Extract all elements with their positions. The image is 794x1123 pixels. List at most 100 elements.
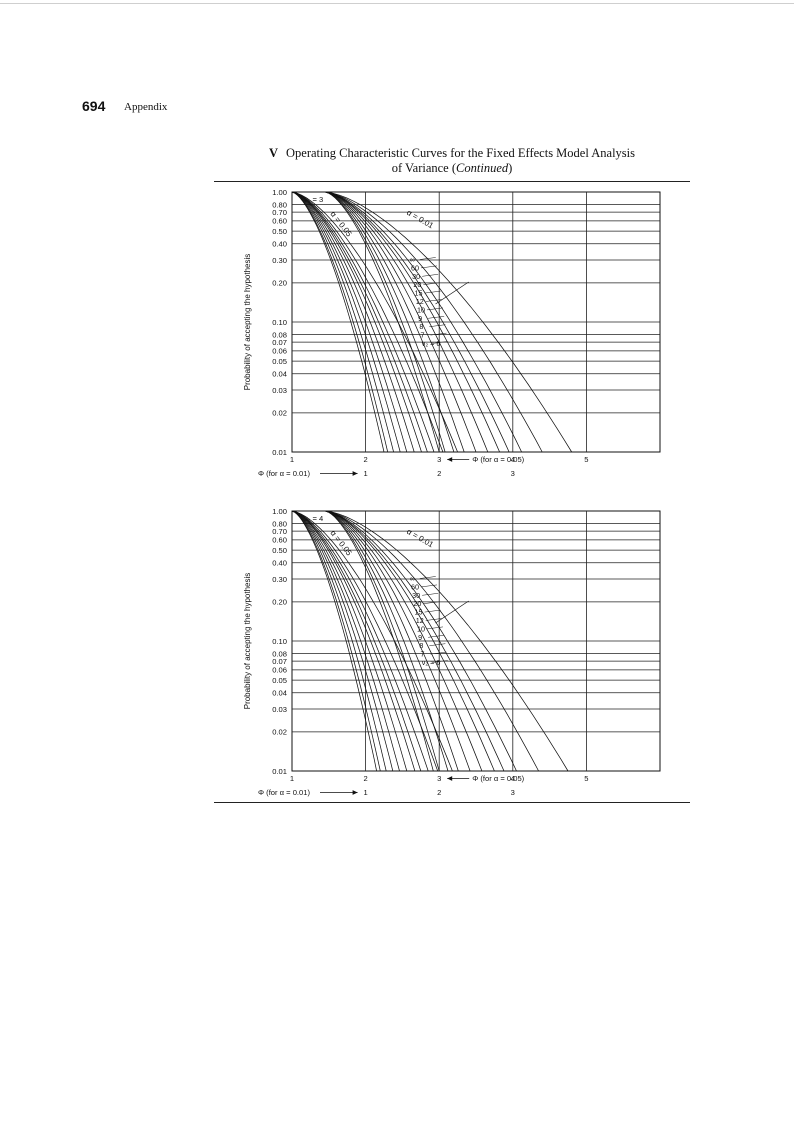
x-tick-alpha-001: 2 — [437, 788, 441, 797]
x-axis-label-001: Φ (for α = 0.01) — [258, 469, 310, 478]
oc-curve-alpha-005-nu2-60 — [291, 510, 381, 772]
oc-curve-alpha-005-nu2-12 — [291, 510, 408, 772]
nu2-leader — [431, 660, 448, 663]
oc-curve-alpha-001-nu2-20 — [325, 191, 465, 453]
y-tick-label: 0.02 — [272, 409, 287, 418]
x-tick-alpha-005: 2 — [363, 455, 367, 464]
y-tick-label: 0.03 — [272, 705, 287, 714]
x-axis-arrowhead-001 — [352, 471, 358, 476]
nu2-leader — [428, 635, 445, 638]
oc-curve-alpha-005-nu2-60 — [291, 191, 389, 453]
x-tick-alpha-005: 4 — [511, 455, 515, 464]
nu2-leader — [419, 257, 436, 260]
nu2-leader — [425, 618, 442, 621]
nu2-label: 12 — [416, 616, 424, 625]
nu2-leader — [420, 584, 437, 588]
y-tick-label: 0.07 — [272, 338, 287, 347]
oc-curve-alpha-005-nu2-15 — [291, 191, 408, 453]
y-tick-label: 0.30 — [272, 256, 287, 265]
nu2-leader — [422, 593, 439, 596]
nu2-leader — [429, 324, 446, 327]
oc-curve-alpha-001-nu2-12 — [325, 510, 483, 772]
caption-line-1: V Operating Characteristic Curves for the… — [214, 146, 690, 161]
nu2-label: 30 — [412, 591, 420, 600]
nu2-leader — [429, 643, 446, 646]
nu2-label: 8 — [419, 322, 423, 331]
nu2-leader — [424, 609, 441, 613]
x-tick-alpha-001: 2 — [437, 469, 441, 478]
x-axis-arrowhead-001 — [352, 790, 358, 795]
oc-curve-alpha-001-nu2-9 — [325, 191, 510, 453]
x-tick-alpha-001: 1 — [363, 788, 367, 797]
nu2-leader — [426, 626, 443, 630]
nu2-leader — [425, 299, 442, 302]
page-top-line — [0, 3, 794, 4]
y-tick-label: 0.10 — [272, 637, 287, 646]
nu2-label: 15 — [415, 608, 423, 617]
x-axis-label-005: Φ (for α = 0.05) — [472, 774, 524, 783]
x-tick-alpha-005: 3 — [437, 774, 441, 783]
oc-curve-alpha-001-nu2-inf — [324, 191, 440, 453]
y-tick-label: 1.00 — [272, 188, 287, 197]
nu2-label: 9 — [418, 314, 422, 323]
y-tick-label: 0.04 — [272, 370, 287, 379]
oc-curve-alpha-005-nu2-8 — [291, 191, 435, 453]
y-tick-label: 0.40 — [272, 240, 287, 249]
x-tick-alpha-001: 3 — [511, 469, 515, 478]
nu2-label: 10 — [417, 305, 425, 314]
nu2-leader — [428, 316, 445, 319]
oc-curve-alpha-001-nu2-10 — [325, 191, 500, 453]
oc-curve-alpha-001-nu2-60 — [324, 510, 440, 772]
y-tick-label: 0.06 — [272, 347, 287, 356]
nu2-leader — [420, 265, 437, 269]
curve-group — [291, 510, 569, 772]
nu2-label: 30 — [412, 272, 420, 281]
x-tick-alpha-005: 5 — [584, 455, 588, 464]
y-tick-label: 0.08 — [272, 649, 287, 658]
oc-curve-alpha-001-nu2-9 — [325, 510, 505, 772]
y-tick-label: 1.00 — [272, 507, 287, 516]
oc-curve-alpha-001-nu2-60 — [324, 191, 446, 453]
oc-curve-alpha-005-nu2-20 — [291, 191, 401, 453]
oc-curve-alpha-005-nu2-30 — [291, 191, 394, 453]
oc-curve-alpha-001-nu2-6 — [325, 510, 569, 772]
caption-line-2: of Variance (Continued) — [214, 161, 690, 176]
oc-chart-nu1-3: 1.00 0.800.700.600.50 0.40 0.30 0.20 0.10 0.08… — [243, 188, 661, 478]
oc-curve-alpha-001-nu2-7 — [325, 191, 543, 453]
oc-chart-nu1-4: 1.00 0.800.700.600.50 0.40 0.30 0.20 0.10 0.08… — [243, 507, 661, 797]
nu2-leader — [430, 651, 447, 655]
oc-curve-alpha-005-nu2-10 — [291, 510, 416, 772]
x-tick-alpha-005: 5 — [584, 774, 588, 783]
y-tick-label: 0.10 — [272, 318, 287, 327]
nu2-arrow — [435, 600, 469, 624]
y-tick-label: 0.60 — [272, 536, 287, 545]
bottom-rule — [214, 802, 690, 803]
nu2-label: 60 — [411, 263, 419, 272]
oc-curve-alpha-005-nu2-30 — [291, 510, 387, 772]
y-axis-label: Probability of accepting the hypothesis — [243, 254, 252, 391]
oc-curve-alpha-001-nu2-12 — [325, 191, 489, 453]
y-tick-label: 0.07 — [272, 657, 287, 666]
x-tick-alpha-005: 1 — [290, 774, 294, 783]
x-tick-alpha-005: 4 — [511, 774, 515, 783]
panel-label: ν₁ = 4 — [304, 514, 323, 523]
oc-curve-alpha-005-nu2-6 — [291, 510, 453, 772]
nu2-label: ν₂ = 6 — [422, 658, 441, 667]
oc-curve-alpha-005-nu2-8 — [291, 510, 429, 772]
nu2-leader — [426, 307, 443, 311]
caption-line2-plain: of Variance ( — [391, 161, 457, 175]
y-tick-label: 0.03 — [272, 386, 287, 395]
nu2-label: 7 — [421, 331, 425, 340]
nu2-label: 7 — [421, 650, 425, 659]
y-tick-label: 0.40 — [272, 559, 287, 568]
caption-rule — [214, 181, 690, 182]
y-tick-label: 0.80 — [272, 200, 287, 209]
y-tick-label: 0.50 — [272, 227, 287, 236]
y-tick-label: 0.30 — [272, 575, 287, 584]
nu2-label: 20 — [413, 280, 421, 289]
oc-curve-alpha-001-nu2-6 — [325, 191, 573, 453]
y-tick-label: 0.80 — [272, 519, 287, 528]
oc-curve-alpha-001-nu2-30 — [324, 191, 455, 453]
caption-line2-italic: Continued — [456, 161, 509, 175]
figure-caption: V Operating Characteristic Curves for the… — [214, 146, 690, 176]
